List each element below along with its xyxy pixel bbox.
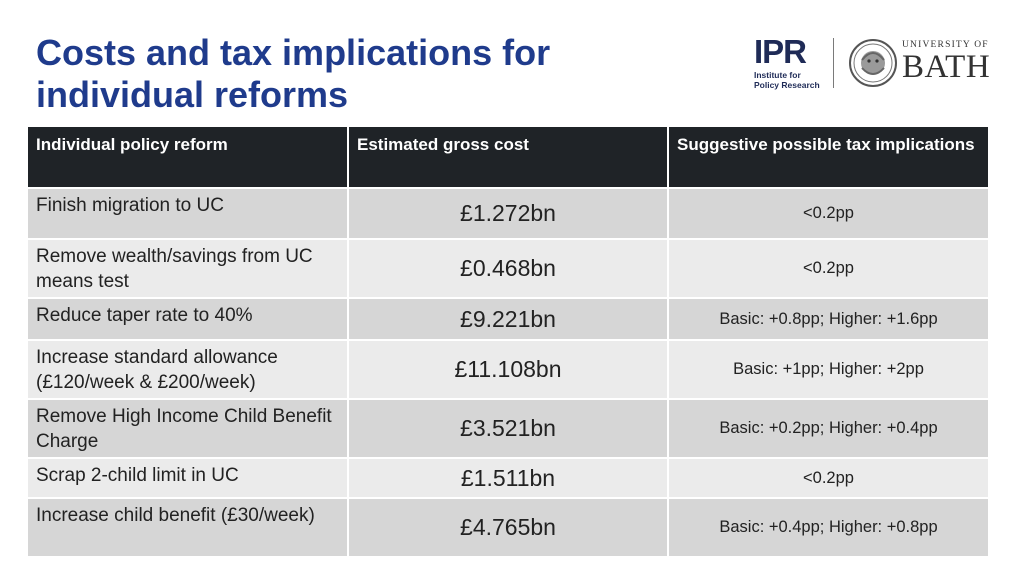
cost-cell: £3.521bn [347, 399, 668, 459]
tax-cell: <0.2pp [667, 188, 988, 240]
reform-cell: Increase child benefit (£30/week) [28, 498, 348, 558]
ipr-logo: IPR Institute for Policy Research [754, 33, 826, 90]
table-header-row: Individual policy reform Estimated gross… [28, 127, 988, 189]
table-row: Increase child benefit (£30/week) £4.765… [28, 498, 988, 558]
reform-cell: Remove wealth/savings from UC means test [28, 239, 348, 299]
tax-cell: Basic: +0.2pp; Higher: +0.4pp [667, 399, 988, 459]
cost-cell: £9.221bn [347, 298, 668, 341]
header-cost: Estimated gross cost [347, 127, 668, 189]
header-reform: Individual policy reform [28, 127, 348, 189]
logo-divider [833, 38, 834, 88]
cost-cell: £1.272bn [347, 188, 668, 240]
logos: IPR Institute for Policy Research UNIVER… [752, 33, 992, 92]
header-tax: Suggestive possible tax implications [667, 127, 988, 189]
table-row: Reduce taper rate to 40% £9.221bn Basic:… [28, 298, 988, 341]
cost-cell: £1.511bn [347, 458, 668, 499]
reform-cell: Finish migration to UC [28, 188, 348, 240]
university-wordmark: UNIVERSITY OF BATH [902, 40, 990, 84]
university-of-label: UNIVERSITY OF [902, 40, 989, 50]
ipr-line1: Institute for [754, 70, 801, 80]
bath-label: BATH [902, 49, 991, 85]
tax-cell: <0.2pp [667, 458, 988, 499]
table-row: Finish migration to UC £1.272bn <0.2pp [28, 188, 988, 240]
ipr-abbrev: IPR [754, 33, 807, 70]
table-row: Increase standard allowance (£120/week &… [28, 340, 988, 400]
tax-cell: Basic: +0.8pp; Higher: +1.6pp [667, 298, 988, 341]
table-row: Remove wealth/savings from UC means test… [28, 239, 988, 299]
cost-cell: £0.468bn [347, 239, 668, 299]
tax-cell: Basic: +1pp; Higher: +2pp [667, 340, 988, 400]
tax-cell: <0.2pp [667, 239, 988, 299]
table-row: Remove High Income Child Benefit Charge … [28, 399, 988, 459]
cost-cell: £11.108bn [347, 340, 668, 400]
reforms-table: Individual policy reform Estimated gross… [28, 127, 988, 558]
ipr-line2: Policy Research [754, 80, 820, 90]
reform-cell: Remove High Income Child Benefit Charge [28, 399, 348, 459]
reform-cell: Scrap 2-child limit in UC [28, 458, 348, 499]
reform-cell: Increase standard allowance (£120/week &… [28, 340, 348, 400]
tax-cell: Basic: +0.4pp; Higher: +0.8pp [667, 498, 988, 558]
reform-cell: Reduce taper rate to 40% [28, 298, 348, 341]
cost-cell: £4.765bn [347, 498, 668, 558]
slide-title: Costs and tax implications for individua… [36, 32, 551, 115]
university-seal-icon [849, 39, 897, 87]
table-row: Scrap 2-child limit in UC £1.511bn <0.2p… [28, 458, 988, 499]
